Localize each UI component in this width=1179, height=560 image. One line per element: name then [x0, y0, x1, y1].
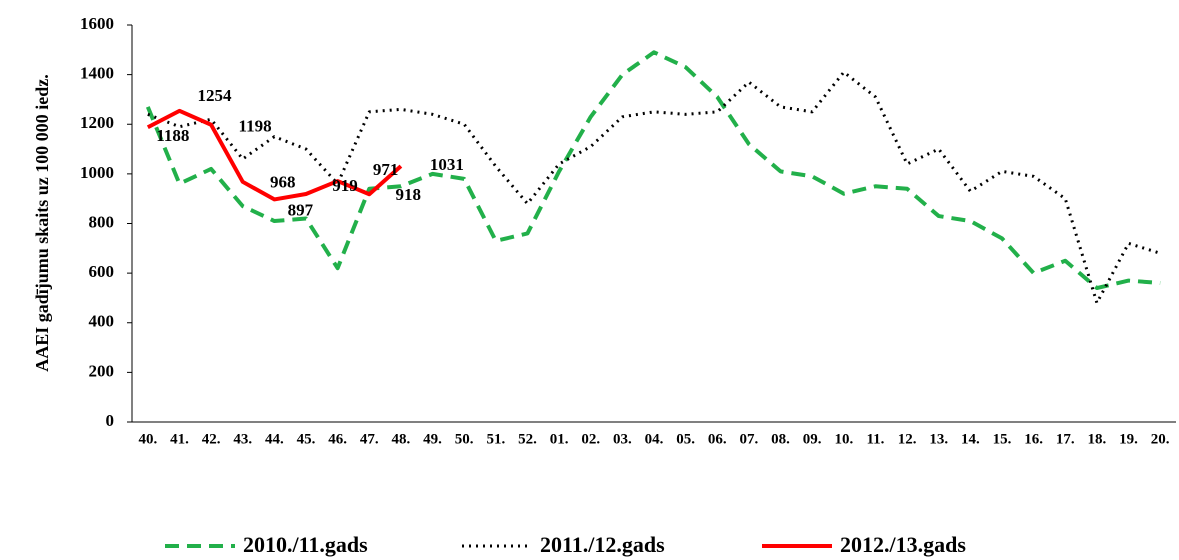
series-line	[147, 70, 1161, 305]
x-tick-label: 08.	[771, 431, 790, 447]
x-tick-label: 18.	[1088, 431, 1107, 447]
data-label: 1198	[239, 117, 272, 136]
x-tick-label: 51.	[486, 431, 505, 447]
y-tick-label: 200	[89, 361, 115, 380]
y-tick-label: 1200	[80, 113, 114, 132]
legend-label: 2012./13.gads	[840, 532, 966, 557]
x-tick-label: 46.	[328, 431, 347, 447]
x-tick-label: 11.	[866, 431, 884, 447]
x-tick-label: 12.	[898, 431, 917, 447]
x-tick-label: 16.	[1024, 431, 1043, 447]
y-tick-label: 600	[89, 262, 115, 281]
x-tick-label: 02.	[581, 431, 600, 447]
x-tick-label: 05.	[676, 431, 695, 447]
y-axis-label: AAEI gadījumu skaits uz 100 000 iedz.	[32, 74, 52, 372]
x-tick-label: 40.	[138, 431, 157, 447]
x-tick-label: 20.	[1151, 431, 1170, 447]
data-label: 918	[396, 185, 422, 204]
data-label: 1254	[197, 86, 232, 105]
x-tick-label: 49.	[423, 431, 442, 447]
legend-label: 2011./12.gads	[540, 532, 665, 557]
y-tick-label: 800	[89, 212, 115, 231]
data-label: 897	[288, 200, 314, 219]
data-label: 1188	[156, 126, 189, 145]
x-tick-label: 07.	[740, 431, 759, 447]
legend-label: 2010./11.gads	[243, 532, 368, 557]
x-tick-label: 04.	[645, 431, 664, 447]
x-tick-label: 43.	[233, 431, 252, 447]
data-label: 968	[270, 173, 296, 192]
data-label: 971	[373, 160, 399, 179]
y-tick-label: 400	[89, 312, 115, 331]
y-tick-label: 1400	[80, 64, 114, 83]
x-tick-label: 03.	[613, 431, 632, 447]
data-label: 1031	[430, 155, 464, 174]
x-tick-label: 01.	[550, 431, 569, 447]
x-tick-label: 42.	[202, 431, 221, 447]
x-tick-label: 10.	[834, 431, 853, 447]
x-tick-label: 41.	[170, 431, 189, 447]
x-tick-label: 17.	[1056, 431, 1075, 447]
y-tick-label: 0	[106, 411, 115, 430]
x-tick-label: 44.	[265, 431, 284, 447]
x-tick-label: 50.	[455, 431, 474, 447]
x-tick-label: 15.	[993, 431, 1012, 447]
data-label: 919	[332, 176, 358, 195]
x-tick-label: 13.	[929, 431, 948, 447]
series-line	[146, 108, 403, 202]
x-tick-label: 14.	[961, 431, 980, 447]
y-tick-label: 1000	[80, 163, 114, 182]
x-tick-label: 19.	[1119, 431, 1138, 447]
x-tick-label: 48.	[392, 431, 411, 447]
x-tick-label: 06.	[708, 431, 727, 447]
x-tick-label: 47.	[360, 431, 379, 447]
y-tick-label: 1600	[80, 14, 114, 33]
x-tick-label: 52.	[518, 431, 537, 447]
x-tick-label: 09.	[803, 431, 822, 447]
series-line	[145, 50, 1161, 291]
x-tick-label: 45.	[297, 431, 316, 447]
